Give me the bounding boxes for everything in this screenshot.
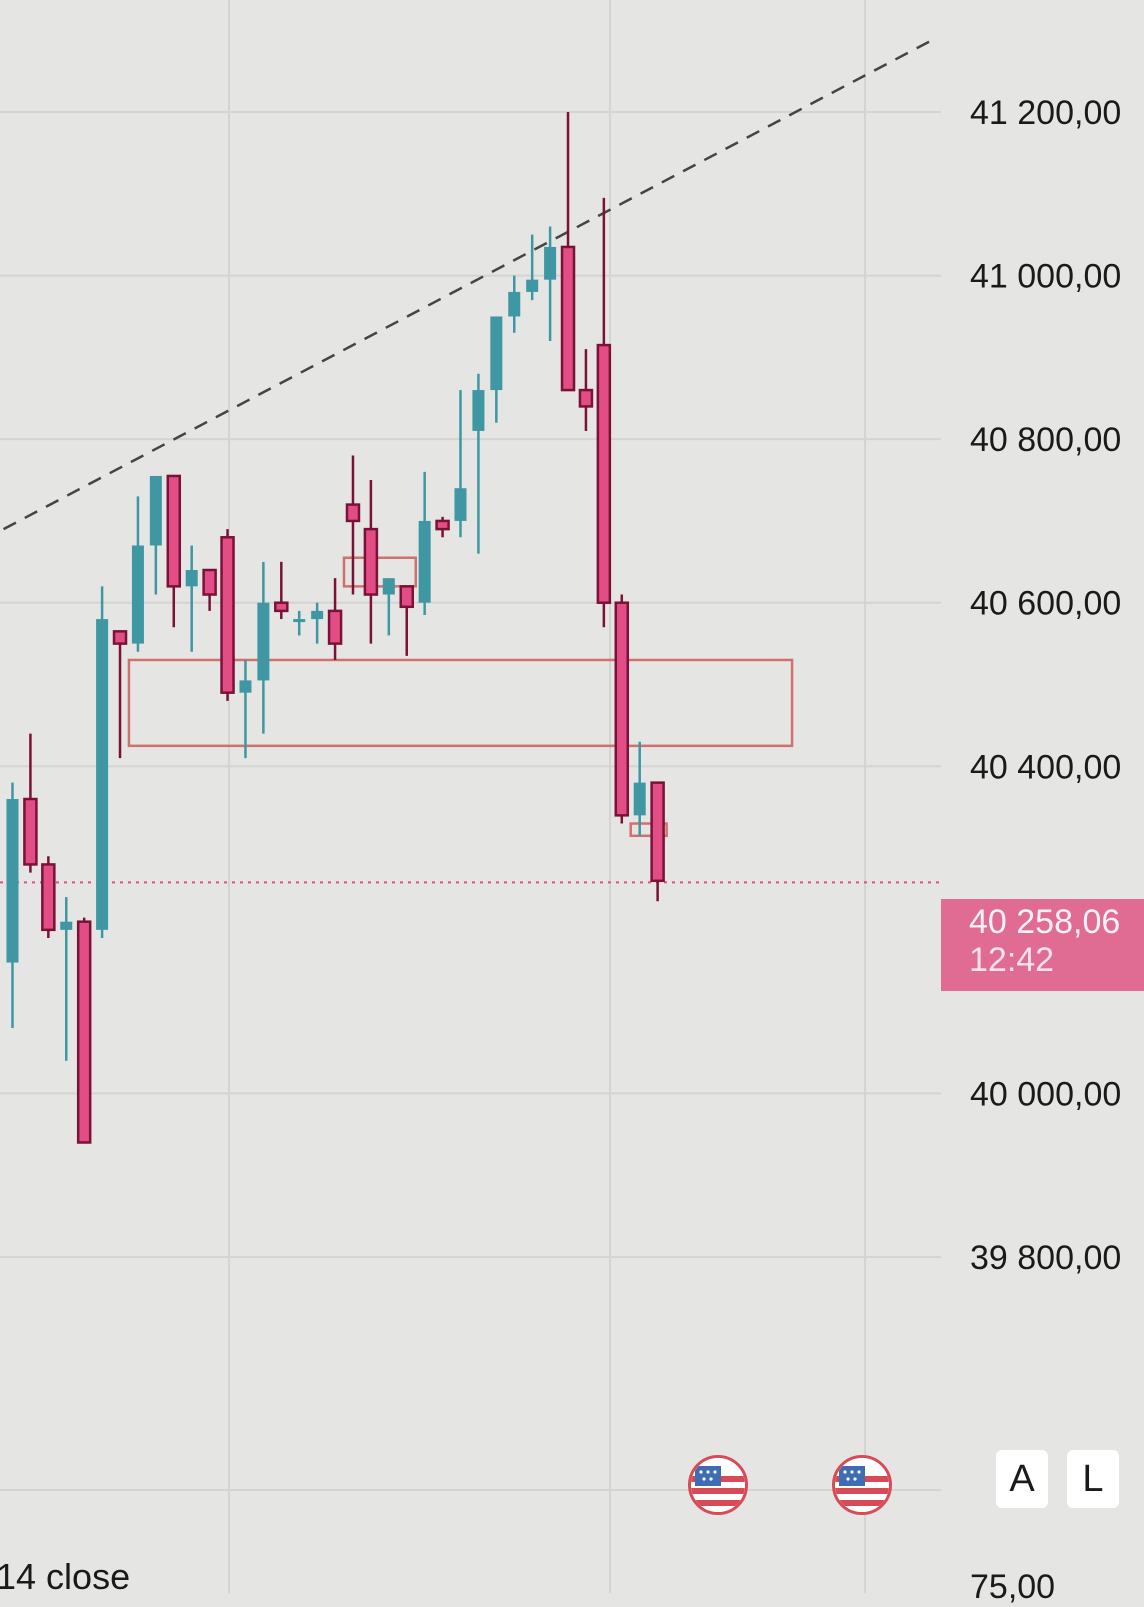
- candle-countdown: 12:42: [969, 941, 1055, 979]
- indicator-scale-value: 75,00: [970, 1568, 1056, 1606]
- candle-down[interactable]: [399, 585, 414, 609]
- candle-up[interactable]: [382, 578, 395, 595]
- candle-up[interactable]: [418, 520, 431, 603]
- candle-up[interactable]: [239, 680, 252, 693]
- candle-down[interactable]: [363, 527, 379, 596]
- candle-down[interactable]: [202, 568, 217, 596]
- candle-down[interactable]: [345, 503, 361, 523]
- candle-up[interactable]: [490, 316, 503, 391]
- price-axis-label: 40 400,00: [970, 748, 1121, 786]
- candle-down[interactable]: [41, 863, 56, 932]
- candle-down[interactable]: [614, 601, 630, 817]
- candle-up[interactable]: [96, 619, 109, 930]
- log-scale-button[interactable]: L: [1067, 1450, 1119, 1508]
- auto-scale-button[interactable]: A: [996, 1450, 1048, 1508]
- candle-up[interactable]: [6, 799, 19, 963]
- candle-down[interactable]: [560, 245, 576, 392]
- candle-down[interactable]: [274, 601, 289, 613]
- candle-up[interactable]: [544, 246, 557, 280]
- candle-down[interactable]: [166, 474, 182, 588]
- main-zone[interactable]: [127, 658, 794, 748]
- price-axis-label: 39 800,00: [970, 1239, 1121, 1277]
- us-flag-icon[interactable]: [688, 1455, 748, 1515]
- candle-down[interactable]: [327, 609, 343, 645]
- candle-down[interactable]: [220, 536, 235, 694]
- candle-up[interactable]: [472, 390, 485, 431]
- candle-down[interactable]: [596, 343, 612, 604]
- candle-up[interactable]: [149, 475, 162, 546]
- current-price-tag: 40 258,06 12:42: [941, 899, 1144, 991]
- trendline[interactable]: [2, 37, 936, 531]
- candle-down[interactable]: [650, 781, 665, 883]
- current-price-value: 40 258,06: [969, 903, 1121, 941]
- candle-up[interactable]: [508, 291, 521, 317]
- candle-down[interactable]: [76, 920, 92, 1144]
- candle-up[interactable]: [293, 619, 306, 623]
- us-flag-icon[interactable]: [832, 1455, 892, 1515]
- candle-up[interactable]: [311, 610, 324, 620]
- small-zone-1[interactable]: [342, 556, 417, 588]
- candle-up[interactable]: [257, 602, 270, 681]
- candle-up[interactable]: [526, 279, 539, 292]
- candle-up[interactable]: [454, 488, 467, 521]
- candle-up[interactable]: [131, 545, 144, 644]
- indicator-label: 14 close: [0, 1556, 131, 1597]
- price-axis-label: 40 000,00: [970, 1075, 1121, 1113]
- candle-down[interactable]: [578, 388, 594, 408]
- price-axis-label: 40 800,00: [970, 421, 1121, 459]
- price-axis-label: 41 200,00: [970, 94, 1121, 132]
- price-axis-label: 41 000,00: [970, 258, 1121, 296]
- candle-down[interactable]: [23, 797, 38, 866]
- candle-up[interactable]: [60, 921, 73, 930]
- small-zone-2[interactable]: [629, 822, 668, 838]
- candle-down[interactable]: [112, 630, 128, 645]
- candle-up[interactable]: [633, 782, 646, 816]
- price-axis-label: 40 600,00: [970, 585, 1121, 623]
- candle-down[interactable]: [435, 519, 450, 531]
- candle-up[interactable]: [185, 570, 198, 587]
